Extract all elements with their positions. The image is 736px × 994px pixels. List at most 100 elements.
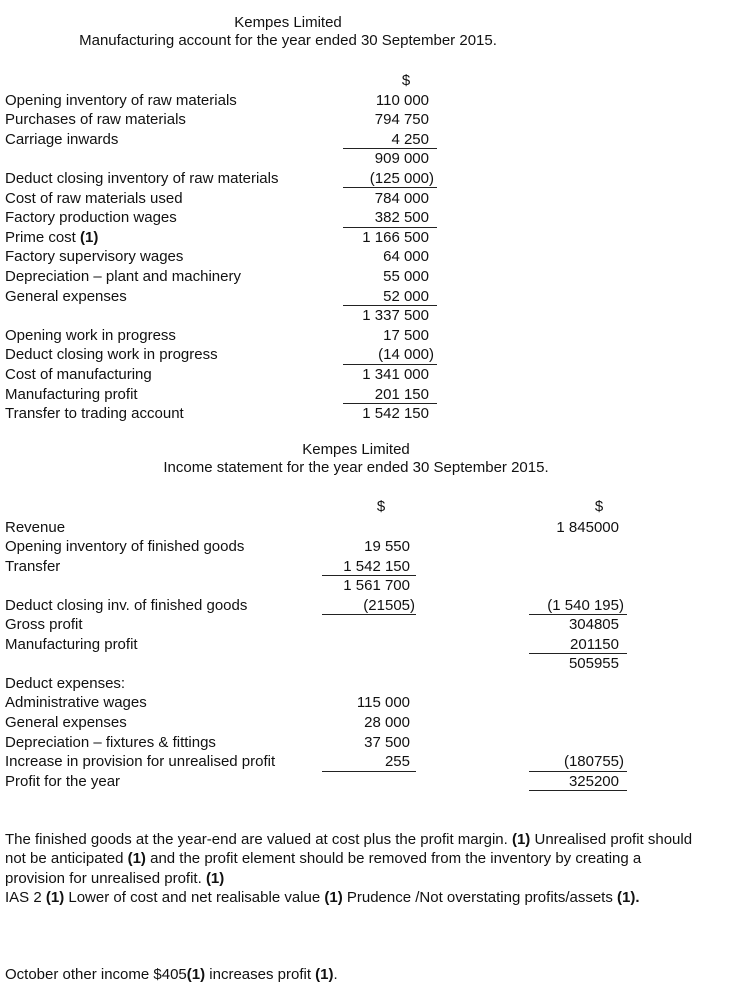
amount-cell: 1 561 700 [343,577,410,595]
underline-rule [529,653,627,655]
mark-allocation: (1) [511,831,531,848]
amount-cell: 1 166 500 [362,228,429,246]
row-label: Increase in provision for unrealised pro… [5,752,275,772]
currency-symbol: $ [401,72,411,89]
underline-rule [343,226,437,228]
row-label: Transfer [5,557,60,577]
row-label: General expenses [5,287,127,307]
company-name: Kempes Limited [234,14,342,31]
row-label-text: Profit for the year [5,772,121,790]
row-label: Gross profit [5,615,83,635]
amount-cell: 110 000 [375,91,429,109]
row-label-text: Prime cost [5,228,76,246]
row-label-text: Depreciation – fixtures & fittings [5,733,216,751]
amount-cell: 201 150 [374,385,429,403]
table-row: Transfer 1 542 150 [5,557,725,577]
mark-allocation: (1) [45,889,65,906]
table-row: Deduct expenses: [5,674,725,694]
row-label-text: Opening work in progress [5,326,176,344]
statement-title: Income statement for the year ended 30 S… [163,459,549,476]
amount-cell: 1 341 000 [362,365,429,383]
note-text: The finished goods at the year-end are v… [5,831,512,848]
table-row: Deduct closing work in progress (14 000) [5,345,725,365]
table-row: Profit for the year 325200 [5,772,725,792]
mark-allocation: (1) [186,966,206,983]
note-paragraph-ias2: IAS 2 (1) Lower of cost and net realisab… [5,888,695,907]
table-row: Opening inventory of finished goods 19 55… [5,537,725,557]
amount-cell: 28 000 [364,714,410,731]
amount-cell: (125 000) [369,169,434,187]
amount-cell: 784 000 [374,189,429,207]
row-label: Factory production wages [5,208,177,228]
row-label: Opening work in progress [5,326,176,346]
table-row: Depreciation – plant and machinery 55 000 [5,267,725,287]
note-text: Lower of cost and net realisable value [64,889,325,906]
table-row: Gross profit 304805 [5,615,725,635]
table-row: 1 561 700 [5,576,725,596]
row-label: Deduct expenses: [5,674,125,694]
currency-symbol: $ [376,498,386,515]
underline-rule [529,614,627,616]
table-row: Factory supervisory wages 64 000 [5,247,725,267]
table-row: Prime cost (1) 1 166 500 [5,228,725,248]
row-label-text: Factory production wages [5,209,177,227]
row-label-text: Factory supervisory wages [5,248,184,266]
table-row: Manufacturing profit 201 150 [5,385,725,404]
underline-rule [343,187,437,189]
amount-cell: 255 [384,753,410,771]
amount-cell: 909 000 [374,150,429,168]
amount-cell: (180755) [563,753,624,771]
table-row: 505955 [5,654,725,674]
table-row: 1 337 500 [5,306,725,326]
row-label-text: Opening inventory of raw materials [5,91,237,109]
amount-cell: 1 542 150 [343,557,410,575]
row-label-text: Deduct closing inventory of raw material… [5,169,279,187]
row-label-text: Opening inventory of finished goods [5,538,245,556]
amount-cell: 64 000 [383,248,429,266]
table-row: Deduct closing inventory of raw material… [5,169,725,189]
amount-cell: 201150 [570,635,619,653]
row-label-text: Deduct closing inv. of finished goods [5,596,248,614]
row-label: Carriage inwards [5,130,118,150]
row-label: Revenue [5,518,65,538]
table-row: Factory production wages 382 500 [5,208,725,228]
statement-title: Manufacturing account for the year ended… [79,32,497,49]
note-text: Unrealised profit should not be anticipa… [5,831,693,868]
row-label: Cost of raw materials used [5,189,183,209]
amount-cell: 325200 [568,772,619,790]
table-row: Opening inventory of raw materials 110 00… [5,91,725,111]
manufacturing-heading: Kempes Limited Manufacturing account for… [0,14,576,50]
mark-allocation: (1) [205,869,225,887]
row-label: Depreciation – fixtures & fittings [5,733,216,753]
row-label: Administrative wages [5,693,147,713]
mark-allocation: (1) [324,889,343,906]
table-row: Deduct closing inv. of finished goods (21… [5,596,725,616]
row-label-text: Cost of manufacturing [5,365,152,383]
row-label-text: Increase in provision for unrealised pro… [5,753,276,771]
table-row: 909 000 [5,149,725,169]
underline-rule [322,575,416,577]
mark-allocation: (1) [127,850,146,868]
amount-cell: 52 000 [383,287,429,305]
amount-cell: 37 500 [364,733,410,751]
row-label-text: Revenue [5,518,66,536]
row-label: Opening inventory of raw materials [5,91,237,111]
row-label-text: Deduct expenses: [5,674,126,692]
amount-cell: 4 250 [391,130,429,148]
amount-cell: 794 750 [374,111,429,129]
underline-rule [343,148,437,150]
company-name: Kempes Limited [302,441,410,458]
row-label-text: Gross profit [5,616,83,634]
table-row: Depreciation – fixtures & fittings 37 500 [5,733,725,753]
amount-cell: (21505) [363,596,415,614]
amount-cell: 19 550 [364,538,410,556]
row-label-text: General expenses [5,714,127,731]
row-label: Deduct closing inventory of raw material… [5,169,278,189]
row-label-text: Carriage inwards [5,130,119,148]
note-paragraph-other-income: October other income $405(1) increases p… [5,965,695,984]
row-label-text: Manufacturing profit [5,635,138,653]
row-label-text: Cost of raw materials used [5,189,183,207]
table-row: Opening work in progress 17 500 [5,326,725,346]
table-row: Carriage inwards 4 250 [5,130,725,150]
row-label: General expenses [5,713,127,733]
